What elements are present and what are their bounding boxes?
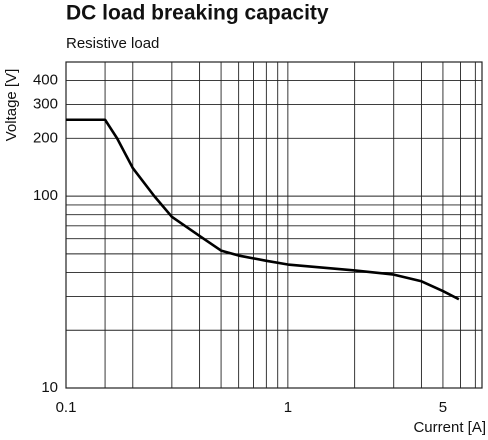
y-tick-label: 400 [33, 72, 58, 89]
chart-title: DC load breaking capacity [66, 2, 329, 25]
x-tick-label: 0.1 [56, 399, 77, 416]
y-tick-label: 300 [33, 96, 58, 113]
y-axis-label: Voltage [V] [3, 69, 20, 142]
data-line [66, 118, 460, 301]
x-tick-label: 5 [439, 399, 447, 416]
y-tick-label: 200 [33, 129, 58, 146]
x-axis-label: Current [A] [413, 419, 486, 436]
y-tick-label: 10 [41, 379, 58, 396]
y-tick-label: 100 [33, 187, 58, 204]
x-tick-label: 1 [284, 399, 292, 416]
plot-frame [65, 61, 483, 389]
chart-subtitle: Resistive load [66, 35, 159, 52]
